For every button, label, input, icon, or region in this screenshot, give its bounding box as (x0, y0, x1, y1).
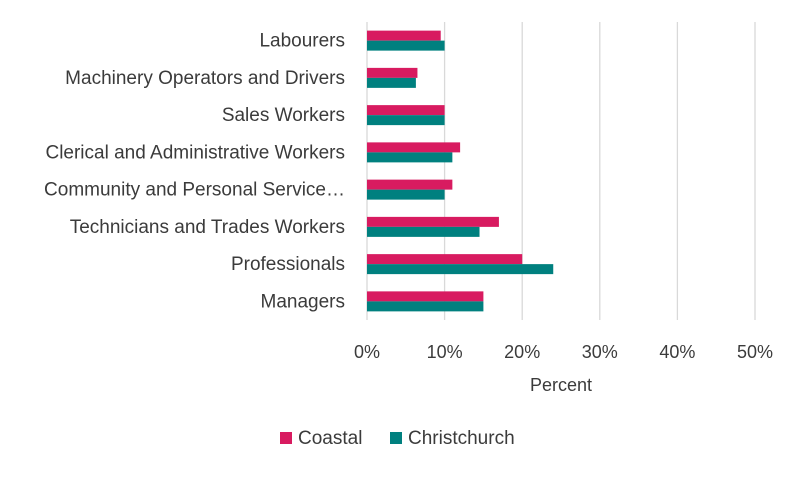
bar-coastal-7 (367, 291, 484, 302)
category-label-5: Technicians and Trades Workers (70, 217, 345, 238)
legend-swatch-christchurch (390, 432, 402, 444)
x-tick-label-1: 10% (427, 342, 463, 362)
bar-christchurch-4 (367, 189, 445, 200)
bar-christchurch-2 (367, 115, 445, 126)
bar-christchurch-0 (367, 40, 445, 51)
x-tick-labels: 0% 10% 20% 30% 40% 50% (354, 342, 773, 362)
legend-label-coastal: Coastal (298, 428, 362, 449)
x-axis-title: Percent (530, 375, 592, 395)
bar-coastal-6 (367, 254, 523, 265)
category-label-4: Community and Personal Service… (44, 180, 345, 201)
bar-christchurch-7 (367, 301, 484, 312)
x-tick-label-5: 50% (737, 342, 773, 362)
category-label-3: Clerical and Administrative Workers (45, 142, 345, 163)
legend: Coastal Christchurch (280, 428, 515, 449)
legend-swatch-coastal (280, 432, 292, 444)
bar-coastal-3 (367, 142, 461, 153)
gridlines (366, 22, 756, 320)
bar-coastal-4 (367, 179, 453, 190)
bar-coastal-1 (367, 67, 418, 78)
x-tick-label-4: 40% (659, 342, 695, 362)
x-tick-label-0: 0% (354, 342, 380, 362)
x-tick-label-3: 30% (582, 342, 618, 362)
x-tick-label-2: 20% (504, 342, 540, 362)
bars (367, 30, 554, 312)
category-label-0: Labourers (259, 31, 345, 52)
bar-christchurch-6 (367, 264, 554, 275)
bar-christchurch-3 (367, 152, 453, 163)
category-label-7: Managers (261, 291, 346, 312)
bar-coastal-2 (367, 105, 445, 116)
bar-christchurch-1 (367, 77, 416, 88)
bar-coastal-0 (367, 30, 441, 41)
category-label-1: Machinery Operators and Drivers (65, 68, 345, 89)
bar-coastal-5 (367, 216, 499, 227)
category-labels: Labourers Machinery Operators and Drivers… (44, 31, 345, 313)
legend-label-christchurch: Christchurch (408, 428, 515, 449)
category-label-6: Professionals (231, 254, 345, 275)
category-label-2: Sales Workers (222, 105, 345, 126)
bar-christchurch-5 (367, 226, 480, 237)
